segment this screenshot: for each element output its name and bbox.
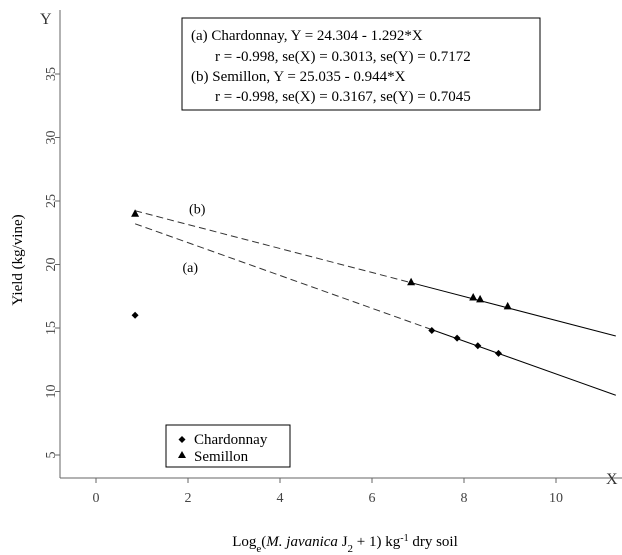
series-label-b: (b): [189, 203, 206, 218]
chardonnay-point: [428, 327, 436, 335]
fit-line-dashed-1: [134, 210, 412, 284]
fit-line-solid-1: [410, 282, 616, 337]
series-labels: (a) (b): [183, 203, 206, 276]
x-tick-label: 4: [277, 491, 284, 506]
x-axis-title: Loge(M. javanica J2 + 1) kg-1 dry soil: [232, 533, 458, 555]
legend-chardonnay: Chardonnay: [194, 432, 268, 448]
y-ticks: 5 10 15 20 25 30 35: [44, 67, 60, 459]
y-tick-label: 10: [44, 385, 59, 399]
semillon-point: [407, 277, 416, 286]
y-tick-label: 15: [44, 321, 59, 335]
y-tick-label: 5: [44, 452, 59, 459]
x-axis-letter: X: [606, 471, 618, 488]
x-ticks: 0 2 4 6 8 10: [93, 478, 563, 506]
equation-b-stats: r = -0.998, se(X) = 0.3167, se(Y) = 0.70…: [215, 89, 471, 105]
fit-line-dashed-0: [134, 223, 432, 331]
legend-semillon: Semillon: [194, 449, 249, 465]
semillon-point: [469, 293, 478, 301]
legend: Chardonnay Semillon: [165, 424, 291, 468]
y-axis-title: Yield (kg/vine): [10, 214, 26, 305]
equation-a: (a) Chardonnay, Y = 24.304 - 1.292*X: [191, 28, 423, 44]
chardonnay-point: [453, 334, 461, 342]
x-tick-label: 8: [461, 491, 468, 506]
legend-frame: [165, 424, 291, 468]
equation-b: (b) Semillon, Y = 25.035 - 0.944*X: [191, 69, 406, 85]
fit-lines: [134, 210, 616, 396]
y-tick-label: 20: [44, 258, 59, 272]
legend-diamond-marker: [178, 436, 186, 443]
chardonnay-point: [474, 342, 482, 350]
y-tick-label: 25: [44, 194, 59, 208]
x-tick-label: 10: [549, 491, 563, 506]
semillon-point: [503, 301, 512, 310]
semillon-point: [131, 209, 140, 217]
semillon-point: [476, 294, 485, 303]
series-label-a: (a): [183, 261, 199, 276]
equation-box-frame: [181, 17, 541, 111]
x-tick-label: 0: [93, 491, 100, 506]
x-tick-label: 6: [369, 491, 376, 506]
chardonnay-point: [131, 311, 139, 319]
y-tick-label: 30: [44, 131, 59, 145]
y-tick-label: 35: [44, 67, 59, 81]
chardonnay-point: [495, 349, 502, 357]
equation-a-stats: r = -0.998, se(X) = 0.3013, se(Y) = 0.71…: [215, 49, 471, 65]
data-points: [131, 209, 512, 357]
legend-triangle-marker: [178, 451, 186, 458]
y-axis-letter: Y: [40, 11, 52, 28]
equation-box: (a) Chardonnay, Y = 24.304 - 1.292*X r =…: [181, 17, 541, 111]
fit-line-solid-0: [431, 329, 616, 396]
x-tick-label: 2: [185, 491, 192, 506]
